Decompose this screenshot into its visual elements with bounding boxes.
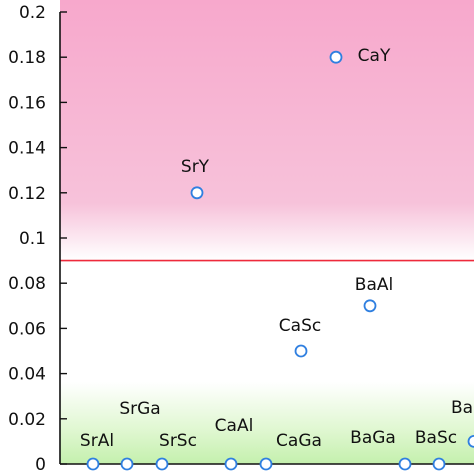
y-tick-label: 0.14 [8,139,46,159]
y-tick-label: 0.08 [8,274,46,294]
y-tick-label: 0.06 [8,319,46,339]
data-point-ba [467,435,474,448]
data-point-baal [363,299,377,313]
data-label-caga: CaGa [276,431,322,451]
background-bands [60,0,474,464]
data-label-casc: CaSc [279,316,321,336]
y-tick-label: 0.16 [8,93,46,113]
data-label-cay: CaY [358,46,391,66]
data-label-caal: CaAl [215,416,254,436]
data-label-srga: SrGa [119,399,160,419]
data-point-casc [294,344,308,358]
lower-band [60,382,474,464]
data-points [86,50,474,471]
data-point-baga [398,457,412,471]
data-point-caal [224,457,238,471]
data-label-sry: SrY [181,157,210,177]
y-tick-label: 0.18 [8,48,46,68]
y-tick-label: 0 [35,455,46,474]
y-tick-label: 0.02 [8,410,46,430]
data-point-sry [190,186,204,200]
upper-band [60,0,474,260]
data-point-srsc [155,457,169,471]
data-label-sral: SrAl [80,431,114,451]
data-point-srga [120,457,134,471]
data-point-sral [86,457,100,471]
y-tick-label: 0.04 [8,365,46,385]
data-label-baga: BaGa [350,428,396,448]
y-tick-label: 0.1 [19,229,46,249]
y-tick-label: 0.2 [19,3,46,23]
y-tick-label: 0.12 [8,184,46,204]
data-label-basc: BaSc [415,428,457,448]
data-label-srsc: SrSc [159,431,197,451]
data-label-ba: Ba [451,398,473,418]
data-point-basc [432,457,446,471]
y-axis-ticks: 0 0.02 0.04 0.06 0.08 0.1 0.12 0.14 0.16 0.18 0.2 [8,3,67,474]
data-point-cay [329,50,343,64]
upper-band-fade [60,260,474,305]
data-point-caga [259,457,273,471]
data-label-baal: BaAl [355,275,393,295]
